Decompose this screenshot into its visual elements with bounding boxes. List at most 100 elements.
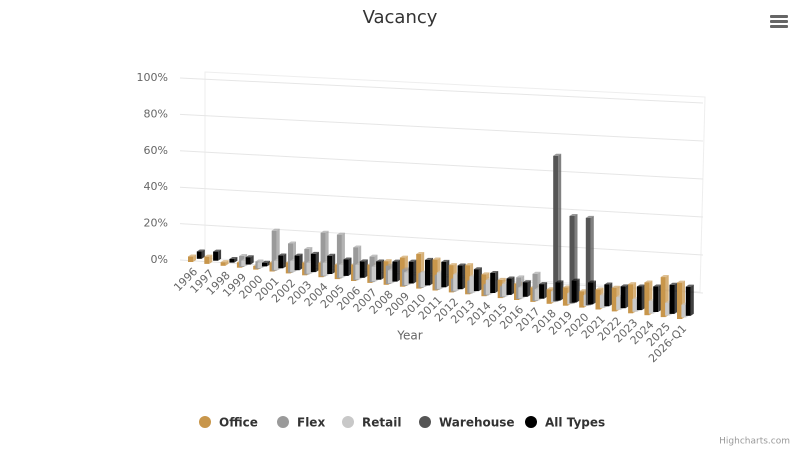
- bar-top: [653, 284, 662, 287]
- bar-front: [408, 261, 414, 284]
- bar-front: [490, 272, 496, 293]
- bar-top: [336, 232, 345, 235]
- bar: [669, 282, 678, 314]
- bar-front: [532, 273, 538, 302]
- bar: [392, 259, 401, 282]
- bar: [229, 256, 238, 263]
- legend-label: Retail: [362, 416, 401, 430]
- bar-front: [677, 282, 682, 319]
- bar-top: [385, 263, 394, 266]
- bar-top: [611, 285, 620, 288]
- bar-side: [560, 280, 564, 301]
- legend-label: Warehouse: [439, 416, 515, 430]
- bar-side: [625, 284, 629, 309]
- bar-side: [234, 256, 238, 263]
- bar-top: [555, 280, 564, 283]
- bar-front: [262, 262, 267, 267]
- y-tick-label: 100%: [137, 71, 168, 84]
- legend-item[interactable]: Warehouse: [419, 416, 515, 430]
- bar: [327, 253, 336, 274]
- bar-top: [359, 259, 368, 262]
- bar-top: [188, 254, 196, 257]
- bar-front: [453, 274, 459, 291]
- bar-top: [376, 259, 385, 262]
- bar-front: [359, 261, 365, 278]
- legend-item[interactable]: Office: [199, 416, 258, 430]
- bar-top: [636, 284, 645, 287]
- legend-item[interactable]: All Types: [525, 416, 605, 430]
- grid-line: [179, 186, 704, 218]
- bar-front: [522, 282, 528, 297]
- bar-top: [369, 254, 378, 257]
- bar: [343, 257, 352, 276]
- bar-side: [478, 267, 482, 292]
- grid-line: [179, 77, 704, 104]
- bar-front: [322, 262, 328, 276]
- y-tick-label: 0%: [151, 253, 168, 266]
- bar-top: [569, 213, 578, 216]
- bar-front: [213, 251, 219, 261]
- bar-front: [648, 300, 654, 314]
- bar-side: [218, 249, 222, 261]
- bar: [262, 260, 270, 267]
- bar: [555, 280, 564, 301]
- bar-top: [416, 252, 425, 255]
- bar-side: [283, 253, 287, 269]
- bar-side: [495, 270, 499, 293]
- bar-front: [569, 215, 575, 304]
- bar-front: [611, 287, 617, 312]
- bar-side: [641, 284, 645, 311]
- menu-button[interactable]: [770, 15, 788, 28]
- grid-line: [179, 113, 704, 142]
- bar-front: [196, 251, 202, 259]
- legend-symbol: [277, 416, 289, 428]
- bar-top: [392, 259, 401, 262]
- bar-side: [332, 253, 336, 274]
- bar: [213, 249, 222, 261]
- legend-label: Flex: [297, 416, 325, 430]
- bar-side: [511, 276, 515, 295]
- bar-side: [364, 259, 368, 278]
- bar: [588, 280, 596, 305]
- bar-front: [310, 253, 316, 273]
- bar-front: [404, 272, 410, 286]
- bar-top: [579, 289, 588, 292]
- bar-top: [516, 275, 525, 278]
- bar-side: [225, 260, 229, 266]
- bar: [539, 282, 548, 299]
- bar-top: [522, 280, 531, 283]
- bar-front: [353, 247, 359, 281]
- bar-front: [441, 261, 447, 288]
- bar-top: [304, 247, 313, 250]
- bar-side: [201, 249, 205, 259]
- legend-item[interactable]: Flex: [277, 416, 325, 430]
- bar-front: [632, 298, 638, 312]
- bar-front: [355, 264, 361, 280]
- bar-top: [473, 267, 482, 270]
- bar-top: [532, 271, 541, 274]
- legend-label: All Types: [545, 416, 605, 430]
- legend-item[interactable]: Retail: [342, 416, 401, 430]
- bar-front: [669, 284, 675, 314]
- bar: [653, 284, 662, 312]
- bar-front: [660, 277, 666, 318]
- bar-side: [462, 263, 466, 290]
- bar-top: [353, 245, 362, 248]
- bar-top: [588, 280, 596, 283]
- bar-top: [294, 253, 303, 256]
- bar: [506, 276, 515, 295]
- bar-side: [348, 257, 352, 276]
- bar-front: [271, 230, 277, 271]
- bar-front: [653, 286, 659, 312]
- bar: [204, 254, 213, 264]
- bar-top: [628, 282, 637, 285]
- bar-top: [669, 282, 678, 285]
- bar: [441, 259, 450, 288]
- bar-top: [595, 287, 604, 290]
- x-axis-title: Year: [396, 329, 422, 343]
- bar-front: [294, 255, 300, 271]
- bar-top: [660, 275, 669, 278]
- legend-label: Office: [219, 416, 258, 430]
- bar-top: [425, 257, 433, 260]
